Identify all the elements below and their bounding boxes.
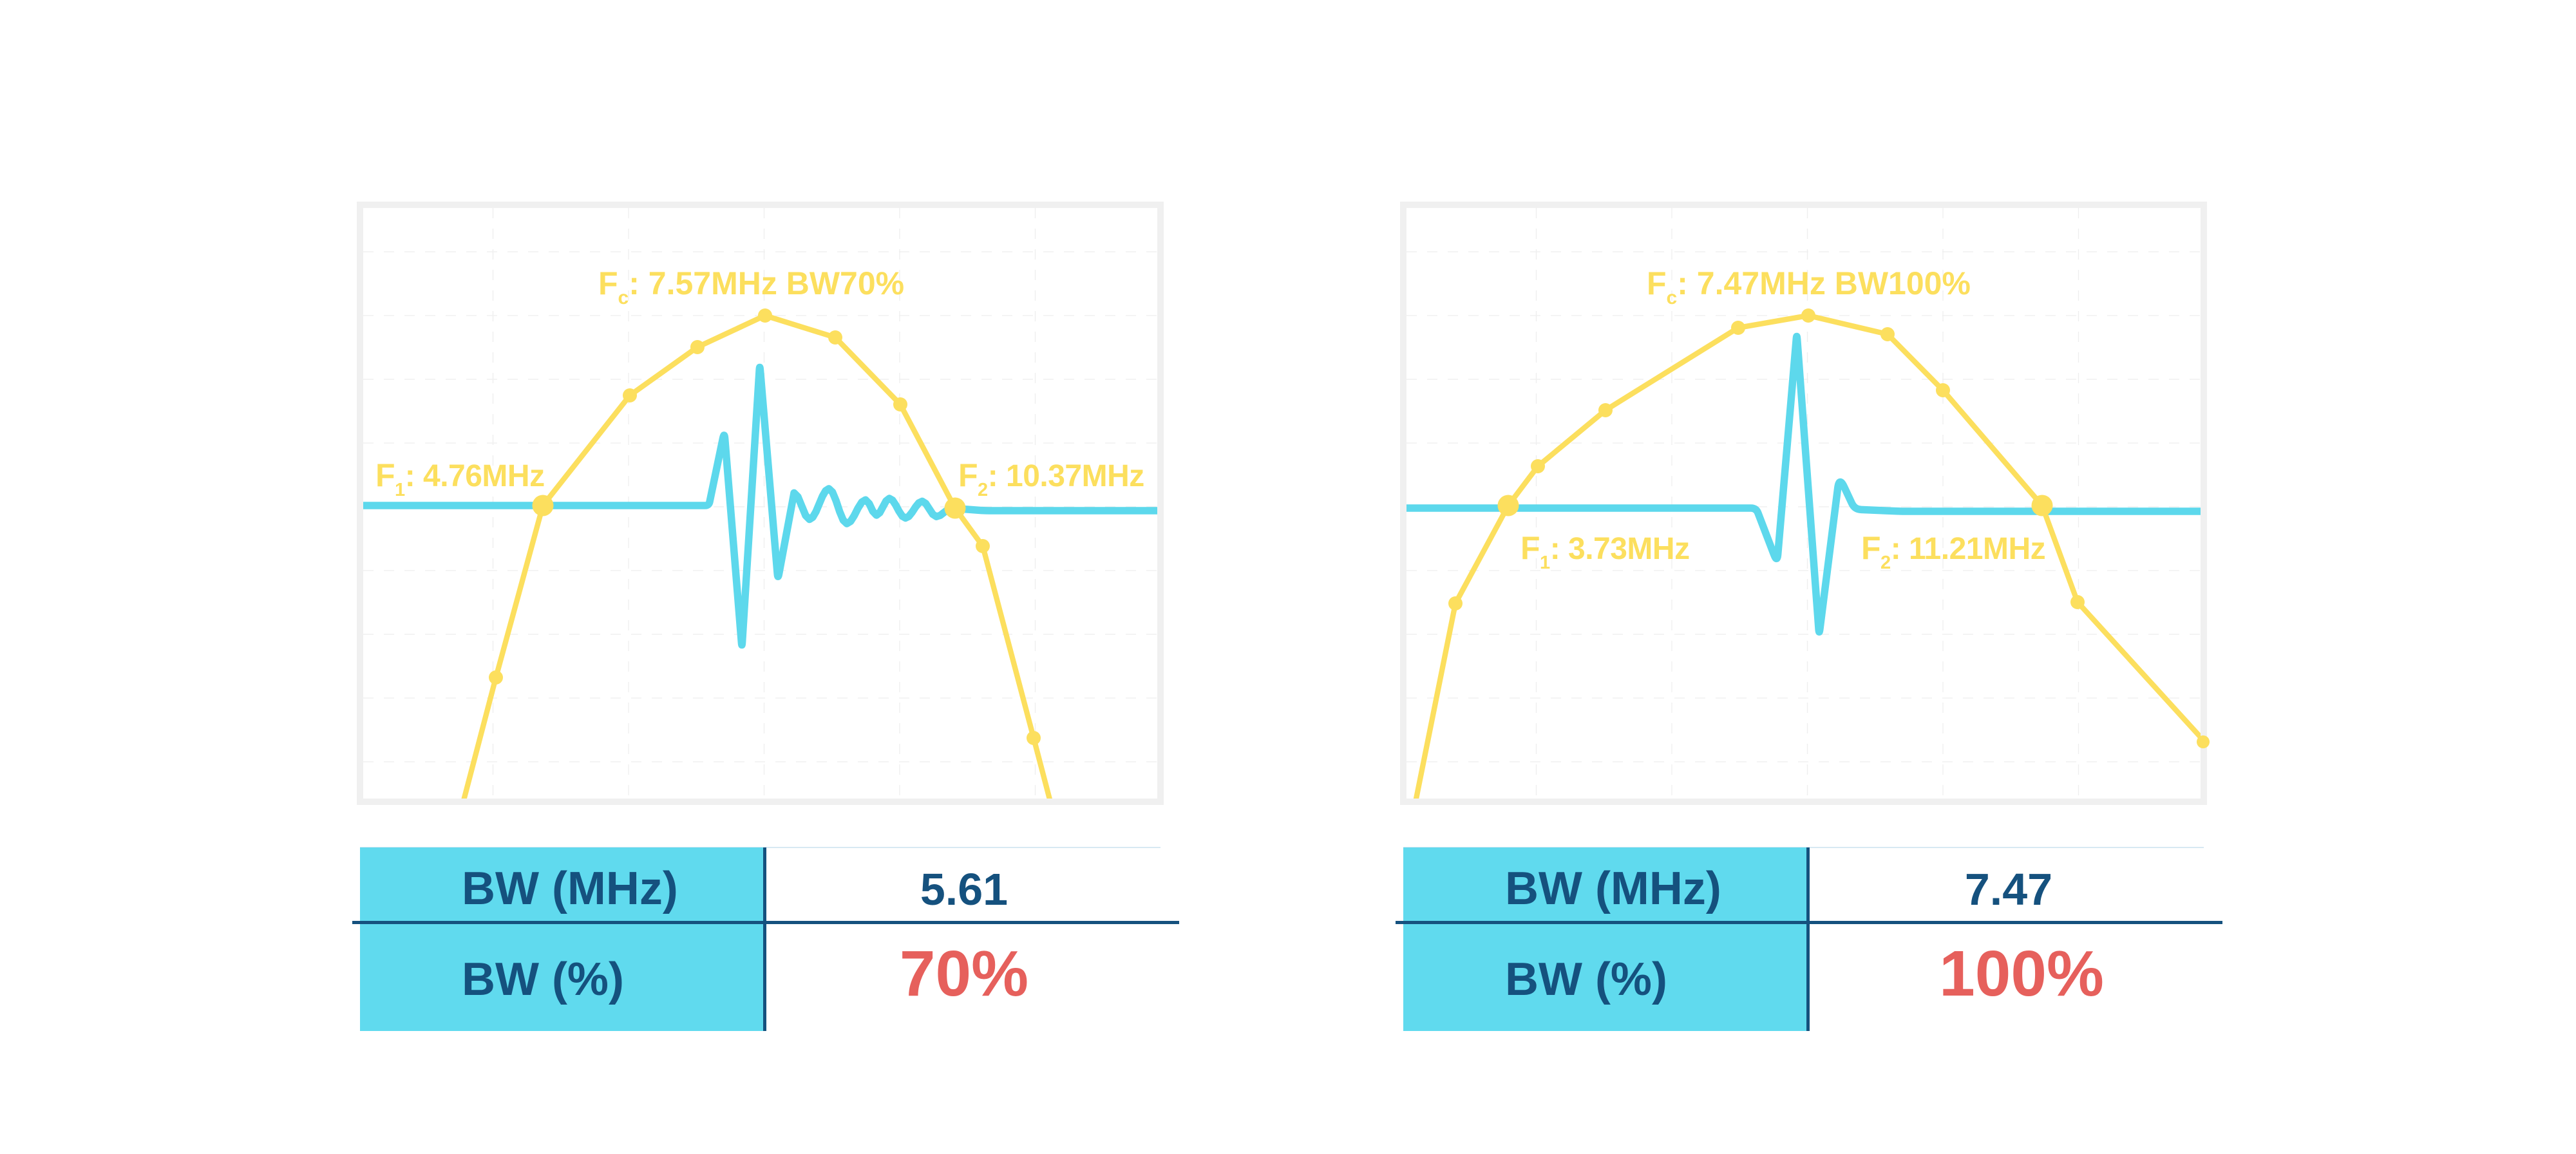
svg-text:F2: 10.37MHz: F2: 10.37MHz [958, 457, 1144, 500]
svg-text:F2: 11.21MHz: F2: 11.21MHz [1861, 530, 2045, 573]
svg-text:70%: 70% [900, 938, 1028, 1010]
svg-text:BW (%): BW (%) [1505, 954, 1667, 1005]
svg-text:100%: 100% [1939, 938, 2104, 1010]
svg-text:5.61: 5.61 [920, 864, 1008, 914]
svg-text:Fc: 7.47MHz BW100%: Fc: 7.47MHz BW100% [1647, 265, 1971, 308]
svg-text:BW (%): BW (%) [462, 954, 624, 1005]
svg-text:BW (MHz): BW (MHz) [1505, 863, 1721, 914]
svg-text:Fc: 7.57MHz BW70%: Fc: 7.57MHz BW70% [598, 265, 904, 308]
svg-text:7.47: 7.47 [1965, 864, 2052, 914]
svg-text:BW (MHz): BW (MHz) [462, 863, 678, 914]
